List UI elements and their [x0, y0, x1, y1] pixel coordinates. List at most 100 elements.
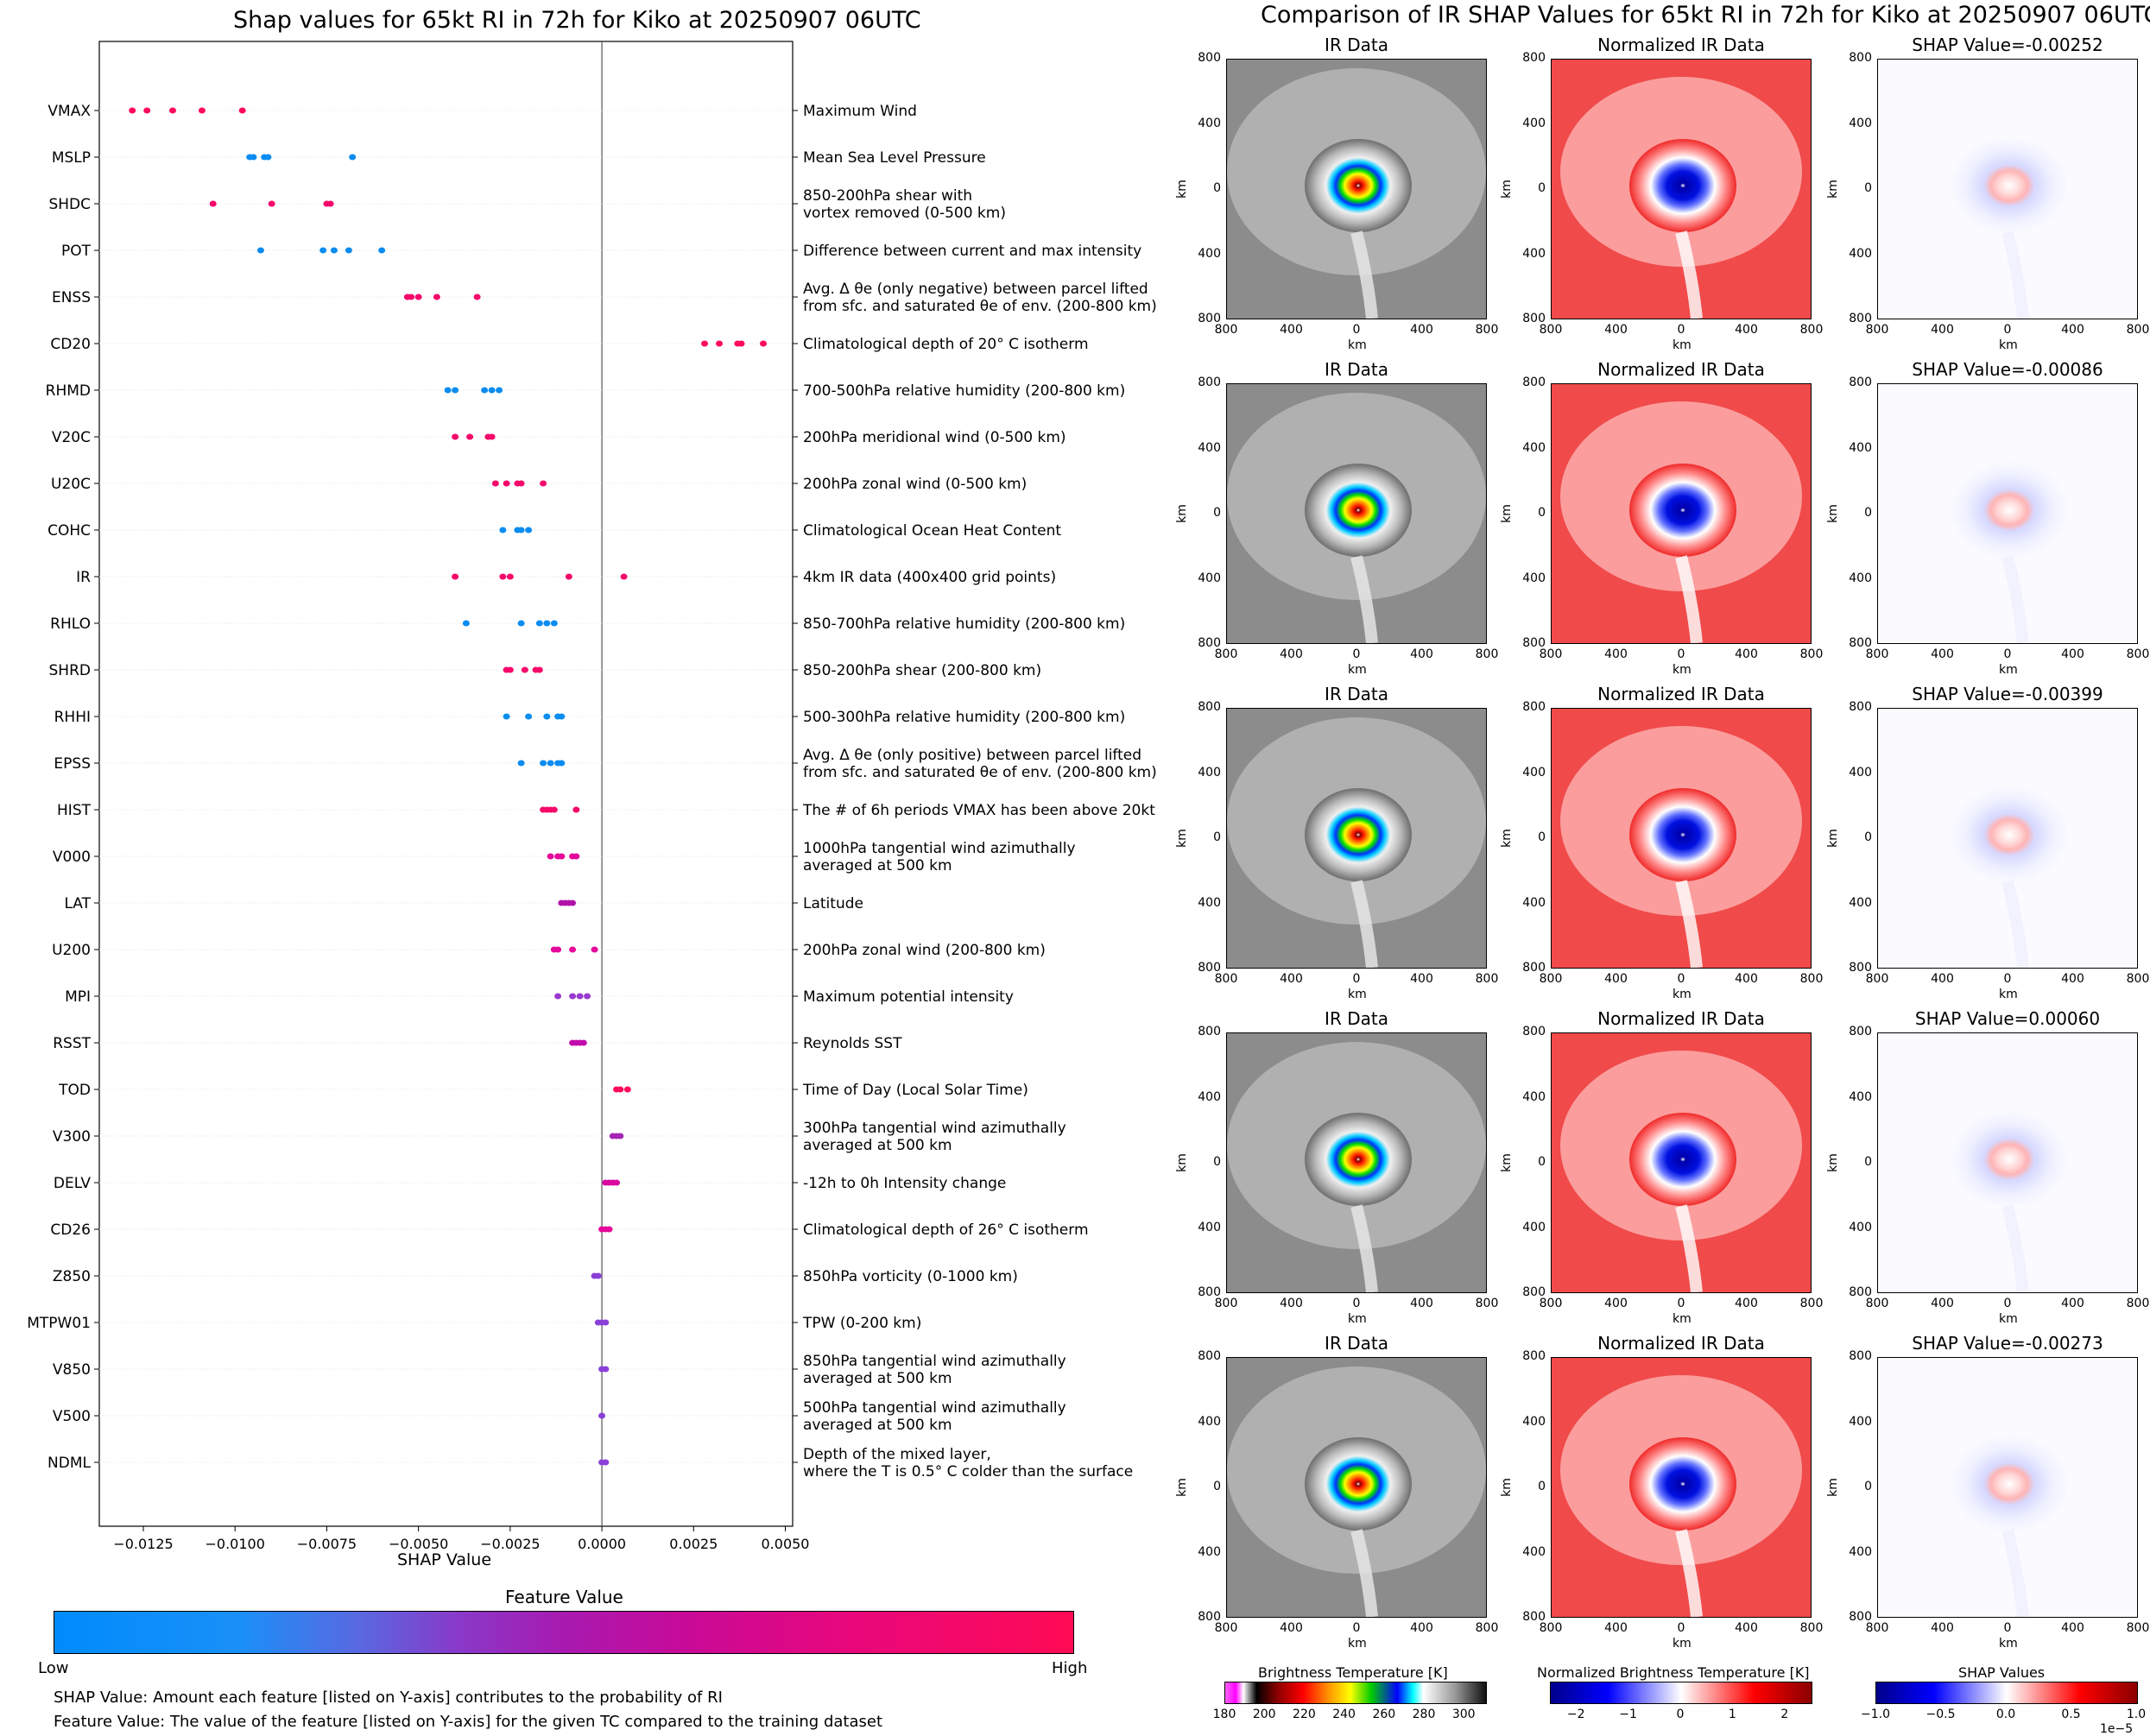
shap-map-image — [1877, 59, 2138, 319]
panel-y-tick-label: 800 — [1198, 1285, 1221, 1299]
shap-point — [701, 340, 709, 347]
shap-point — [540, 480, 547, 487]
panel-y-tick-label: 400 — [1522, 116, 1546, 130]
panel-x-tick-label: 400 — [1604, 647, 1628, 661]
shap-point — [506, 573, 514, 580]
shap-point — [250, 154, 257, 161]
shap-point — [602, 1459, 610, 1466]
feature-description-label: 850hPa tangential wind azimuthally — [803, 1353, 1066, 1370]
feature-name-label: Z850 — [53, 1268, 91, 1285]
panel-x-tick-label: 400 — [1931, 647, 1954, 661]
feature-description-label: averaged at 500 km — [803, 1370, 952, 1387]
feature-name-label: RHHI — [54, 709, 91, 726]
shap-point — [550, 806, 558, 813]
panel-x-tick-label: 0 — [2003, 647, 2012, 661]
panel-x-tick-label: 400 — [1410, 972, 1433, 986]
shap-point — [319, 247, 327, 254]
panel-y-tick-label: 0 — [1864, 506, 1872, 520]
shap-point — [535, 666, 543, 673]
shap-point — [444, 387, 452, 394]
ir-data-image — [1226, 59, 1487, 319]
normalized-ir-panel-title: Normalized IR Data — [1597, 359, 1765, 380]
panel-y-tick-label: 800 — [1849, 1349, 1872, 1363]
panel-y-tick-label: 400 — [1849, 1414, 1872, 1429]
feature-description-label: Maximum potential intensity — [803, 988, 1014, 1006]
shap-point — [499, 527, 507, 533]
shap-point — [525, 713, 533, 720]
colorbar-tick-label: −1 — [1619, 1708, 1637, 1721]
panel-x-tick-label: 800 — [1475, 1297, 1499, 1310]
panel-x-tick-label: 800 — [1799, 972, 1824, 986]
shap-point — [488, 387, 496, 394]
shap-point — [737, 340, 745, 347]
panel-x-tick-label: 800 — [1799, 1621, 1824, 1635]
panel-y-axis-label: km — [1174, 504, 1189, 523]
shap-point — [517, 620, 525, 627]
panel-x-tick-label: 0 — [2003, 972, 2012, 986]
x-axis-label: SHAP Value — [397, 1550, 492, 1569]
feature-name-label: TOD — [58, 1082, 91, 1099]
shap-point — [550, 620, 558, 627]
panel-y-tick-label: 0 — [1538, 1480, 1546, 1493]
feature-description-label: Climatological depth of 26° C isotherm — [803, 1222, 1089, 1239]
panel-x-tick-label: 400 — [1280, 1621, 1303, 1635]
feature-name-label: MTPW01 — [27, 1315, 91, 1332]
ir-data-panel-title: IR Data — [1325, 684, 1388, 704]
panel-x-tick-label: 0 — [1352, 647, 1361, 661]
shap-point — [452, 573, 459, 580]
feature-value-note: Feature Value: The value of the feature … — [54, 1713, 883, 1731]
shap-colorbar-title: SHAP Values — [1958, 1664, 2046, 1681]
shap-point — [499, 573, 507, 580]
panel-y-tick-label: 400 — [1198, 116, 1221, 130]
feature-description-label: The # of 6h periods VMAX has been above … — [802, 802, 1155, 819]
x-tick-label: 0.0000 — [578, 1536, 626, 1552]
panel-y-axis-label: km — [1499, 180, 1514, 199]
panel-x-tick-label: 400 — [1280, 1297, 1303, 1310]
panel-y-tick-label: 0 — [1864, 1155, 1872, 1169]
panel-x-tick-label: 400 — [1735, 1621, 1758, 1635]
panel-y-tick-label: 800 — [1522, 51, 1546, 65]
shap-panel-title: SHAP Value=-0.00399 — [1912, 684, 2103, 704]
colorbar-tick-label: 260 — [1372, 1708, 1396, 1721]
panel-y-tick-label: 800 — [1849, 1610, 1872, 1624]
shap-point — [584, 993, 591, 1000]
panel-x-tick-label: 400 — [1931, 972, 1954, 986]
panel-y-tick-label: 400 — [1522, 246, 1546, 261]
panel-x-tick-label: 800 — [1865, 1621, 1889, 1635]
shap-point — [579, 1039, 587, 1046]
panel-x-axis-label: km — [1999, 988, 2018, 1001]
panel-y-axis-label: km — [1174, 1478, 1189, 1497]
feature-description-label: Depth of the mixed layer, — [803, 1446, 991, 1463]
panel-x-tick-label: 800 — [1475, 647, 1499, 661]
panel-x-tick-label: 400 — [1280, 972, 1303, 986]
normalized-ir-image — [1551, 383, 1812, 644]
feature-name-label: POT — [61, 243, 92, 260]
colorbar-tick-label: 0 — [1676, 1708, 1685, 1721]
panel-y-tick-label: 400 — [1849, 116, 1872, 130]
feature-name-label: V300 — [53, 1128, 91, 1146]
feature-description-label: 850-700hPa relative humidity (200-800 km… — [803, 615, 1125, 633]
colorbar-tick-label: 280 — [1412, 1708, 1436, 1721]
ir-data-image — [1226, 1032, 1487, 1293]
panel-y-tick-label: 800 — [1198, 1025, 1221, 1038]
panel-x-tick-label: 400 — [1931, 323, 1954, 337]
shap-point — [521, 666, 528, 673]
colorbar-tick-label: 220 — [1293, 1708, 1316, 1721]
panel-y-axis-label: km — [1499, 504, 1514, 523]
panel-y-tick-label: 0 — [1538, 181, 1546, 195]
panel-y-tick-label: 0 — [1213, 1155, 1221, 1169]
feature-description-label: Latitude — [803, 895, 863, 912]
panel-x-tick-label: 400 — [1931, 1297, 1954, 1310]
x-tick-label: 0.0050 — [762, 1536, 810, 1552]
normalized-ir-panel-title: Normalized IR Data — [1597, 684, 1765, 704]
panel-y-tick-label: 0 — [1213, 181, 1221, 195]
feature-name-label: CD26 — [50, 1222, 91, 1239]
shap-point — [613, 1179, 621, 1186]
panel-y-tick-label: 800 — [1198, 636, 1221, 650]
shap-point — [572, 853, 580, 860]
shap-point — [716, 340, 724, 347]
panel-x-tick-label: 400 — [1280, 323, 1303, 337]
panel-y-tick-label: 400 — [1522, 1220, 1546, 1234]
x-tick-label: 0.0025 — [669, 1536, 718, 1552]
feature-name-label: EPSS — [54, 755, 91, 773]
